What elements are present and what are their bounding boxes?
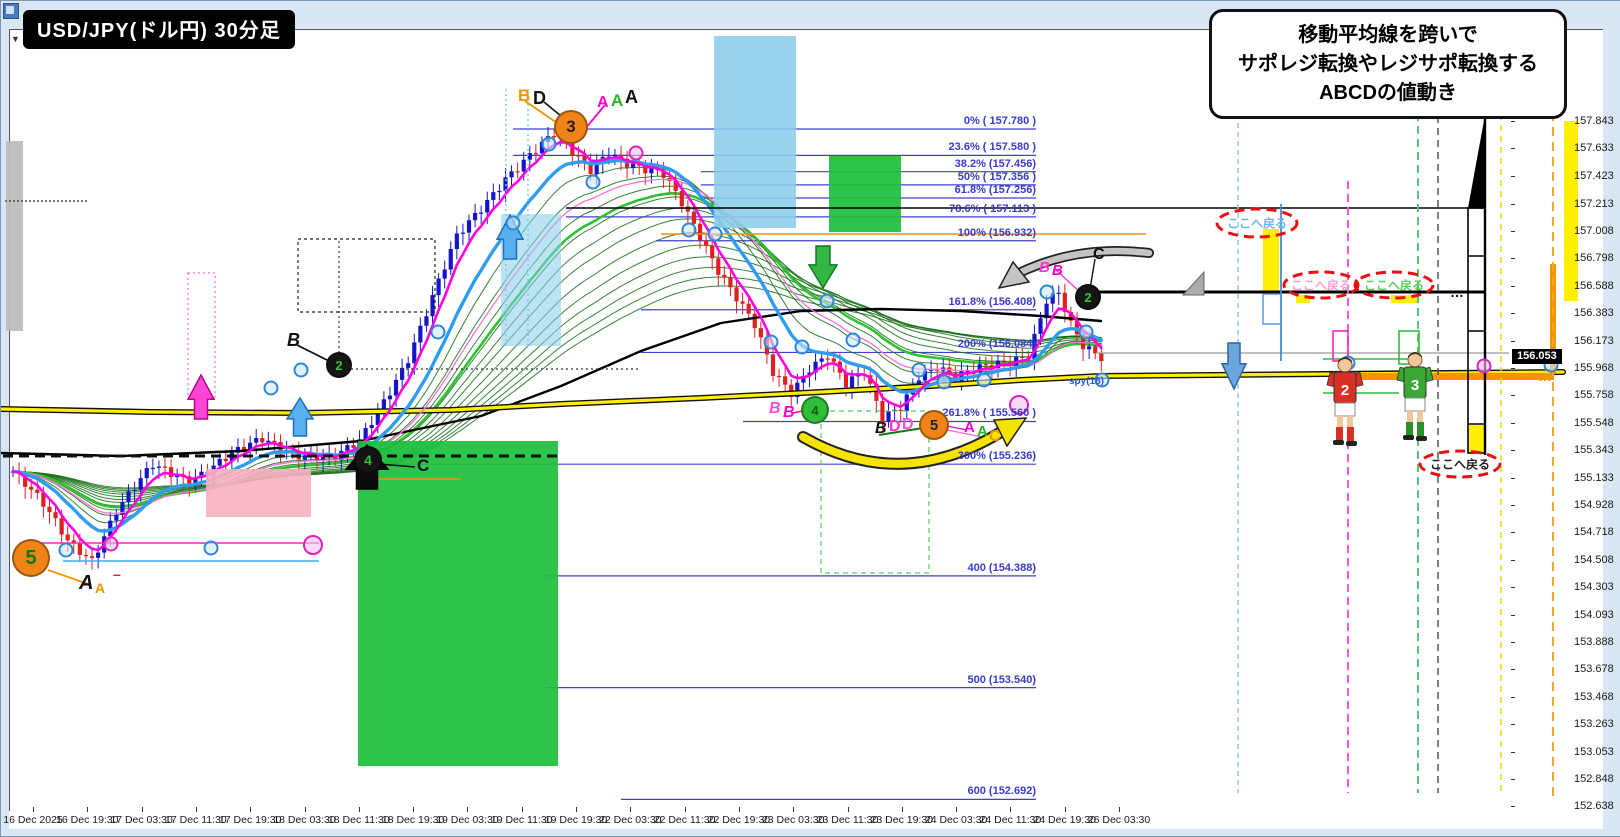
measure-ladder: …… — [1181, 101, 1552, 455]
app-icon[interactable] — [3, 3, 19, 19]
annotation-note-box[interactable]: 移動平均線を跨いで サポレジ転換やレジサポ転換する ABCDの値動き — [1209, 9, 1567, 119]
soccer-player-icon: 2 — [1326, 357, 1364, 446]
return-ellipses — [1215, 207, 1502, 479]
svg-text:…: … — [1450, 284, 1464, 300]
chevron-down-icon[interactable]: ▼ — [11, 34, 20, 44]
structure-lines — [3, 33, 1554, 801]
time-axis[interactable] — [9, 811, 1603, 829]
symbol-title: USD/JPY(ドル円) 30分足 — [37, 20, 281, 42]
soccer-player-icon: 3 — [1396, 352, 1434, 441]
note-line-2: サポレジ転換やレジサポ転換する — [1238, 52, 1538, 75]
note-line-1: 移動平均線を跨いで — [1298, 23, 1478, 46]
symbol-title-chip[interactable]: USD/JPY(ドル円) 30分足 — [23, 10, 295, 49]
note-line-3: ABCDの値動き — [1319, 81, 1457, 104]
price-axis[interactable] — [1511, 29, 1603, 813]
svg-text:2: 2 — [1341, 382, 1349, 399]
svg-text:3: 3 — [1411, 377, 1419, 394]
